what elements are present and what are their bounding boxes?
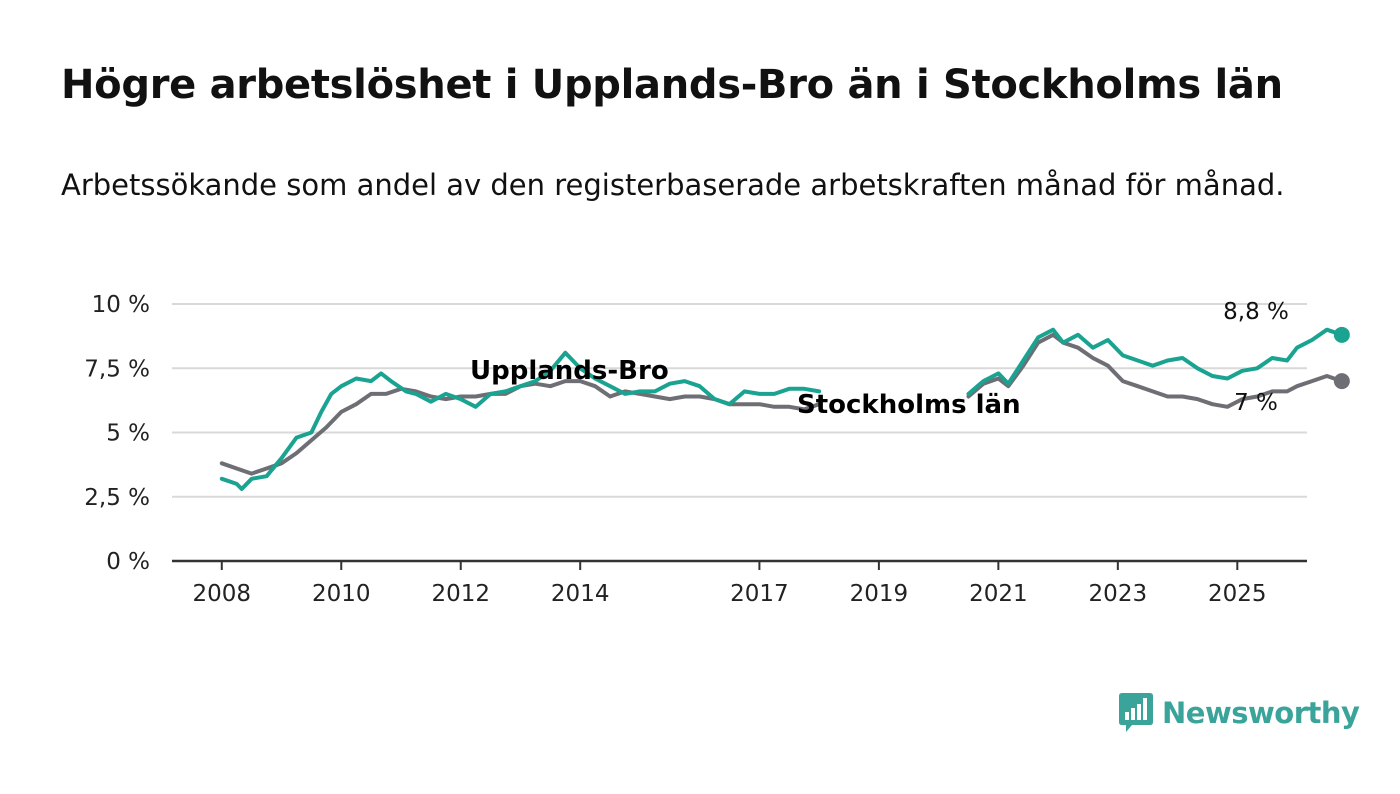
series-label-stockholms-lan: Stockholms län <box>797 390 1021 420</box>
y-axis-tick-labels: 0 % 2,5 % 5 % 7,5 % 10 % <box>84 292 150 575</box>
grid-layer <box>172 303 1307 563</box>
x-tick-label: 2017 <box>730 581 789 607</box>
x-tick-label: 2010 <box>312 581 371 607</box>
x-tick-label: 2023 <box>1089 581 1148 607</box>
x-tick-label: 2008 <box>193 581 252 607</box>
end-label-stockholms-lan: 7 % <box>1234 390 1278 416</box>
end-point-stockholms-l-n <box>1333 373 1350 390</box>
brand-logo: Newsworthy <box>1118 690 1360 736</box>
x-tick-label: 2019 <box>850 581 909 607</box>
end-point-upplands-bro <box>1333 326 1350 343</box>
brand-name: Newsworthy <box>1162 696 1360 730</box>
y-tick-label: 10 % <box>92 292 150 318</box>
y-tick-label: 2,5 % <box>84 485 150 511</box>
series-line-stockholms-l-n-1 <box>966 332 1344 409</box>
x-tick-label: 2021 <box>969 581 1028 607</box>
newsworthy-logo-icon <box>1119 693 1153 732</box>
x-axis-tick-labels: 2008 2010 2012 2014 2017 2019 2021 2023 2025 <box>193 561 1267 607</box>
x-tick-label: 2014 <box>551 581 610 607</box>
x-tick-label: 2025 <box>1208 581 1267 607</box>
series-label-upplands-bro: Upplands-Bro <box>470 356 669 386</box>
series-line-stockholms-l-n-0 <box>219 379 822 476</box>
series-line-upplands-bro-0 <box>219 350 822 491</box>
series-layer <box>219 326 1350 491</box>
chart-subtitle: Arbetssökande som andel av den registerb… <box>61 168 1285 202</box>
chart-title: Högre arbetslöshet i Upplands-Bro än i S… <box>61 62 1283 108</box>
y-tick-label: 0 % <box>106 549 150 575</box>
x-tick-label: 2012 <box>431 581 490 607</box>
end-label-upplands-bro: 8,8 % <box>1223 299 1289 325</box>
y-tick-label: 7,5 % <box>84 356 150 382</box>
series-line-upplands-bro-1 <box>966 327 1344 396</box>
y-tick-label: 5 % <box>106 421 150 447</box>
